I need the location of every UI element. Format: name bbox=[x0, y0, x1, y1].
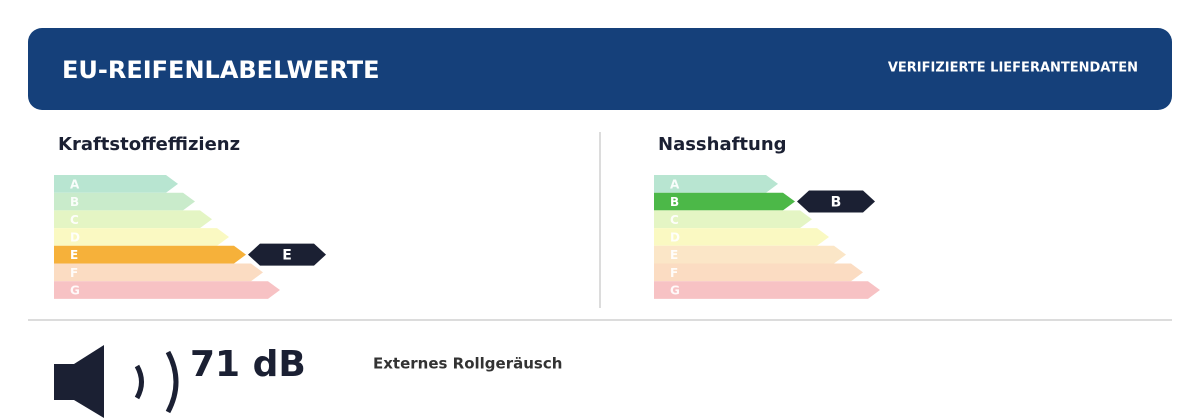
scale-letter: E bbox=[70, 248, 78, 262]
scale-letter: G bbox=[670, 284, 680, 298]
scale-bar bbox=[54, 228, 229, 246]
scale-letter: B bbox=[670, 195, 679, 209]
scale-letter: F bbox=[670, 266, 678, 280]
panel-label: Kraftstoffeffizienz bbox=[58, 134, 240, 155]
scale-bar bbox=[54, 175, 178, 193]
scale-letter: C bbox=[670, 213, 679, 227]
rating-value: B bbox=[831, 195, 842, 211]
sound-wave bbox=[165, 350, 179, 414]
scale-letter: B bbox=[70, 195, 79, 209]
scale-bar bbox=[54, 281, 280, 299]
header-badge: VERIFIZIERTE LIEFERANTENDATEN bbox=[888, 61, 1138, 76]
header-bar bbox=[28, 28, 1172, 110]
scale-bar bbox=[654, 175, 778, 193]
rating-marker bbox=[248, 243, 326, 266]
scale-bar bbox=[654, 192, 795, 211]
scale-letter: A bbox=[70, 177, 80, 191]
scale-bar bbox=[54, 263, 263, 282]
panel-label: Nasshaftung bbox=[658, 134, 787, 155]
rating-marker bbox=[797, 190, 875, 213]
scale-bar bbox=[654, 210, 812, 229]
header-title: EU-REIFENLABELWERTE bbox=[62, 56, 380, 84]
scale-letter: G bbox=[70, 284, 80, 298]
scale-bar bbox=[654, 245, 846, 264]
scale-bar bbox=[54, 210, 212, 229]
noise-value: 71 dB bbox=[190, 344, 306, 385]
scale-bar bbox=[54, 245, 246, 264]
scale-bar bbox=[654, 263, 863, 282]
sound-wave bbox=[134, 364, 144, 400]
scale-letter: E bbox=[670, 248, 678, 262]
rating-value: E bbox=[282, 248, 292, 264]
scale-bar bbox=[54, 192, 195, 211]
scale-letter: D bbox=[670, 230, 680, 244]
speaker-icon bbox=[54, 345, 179, 418]
scale-letter: A bbox=[670, 177, 680, 191]
speaker-body bbox=[54, 364, 76, 400]
scale-letter: D bbox=[70, 230, 80, 244]
noise-label: Externes Rollgeräusch bbox=[373, 355, 562, 373]
scale-bar bbox=[654, 228, 829, 246]
speaker-cone bbox=[74, 345, 104, 418]
scale-letter: F bbox=[70, 266, 78, 280]
scale-bar bbox=[654, 281, 880, 299]
scale-letter: C bbox=[70, 213, 79, 227]
